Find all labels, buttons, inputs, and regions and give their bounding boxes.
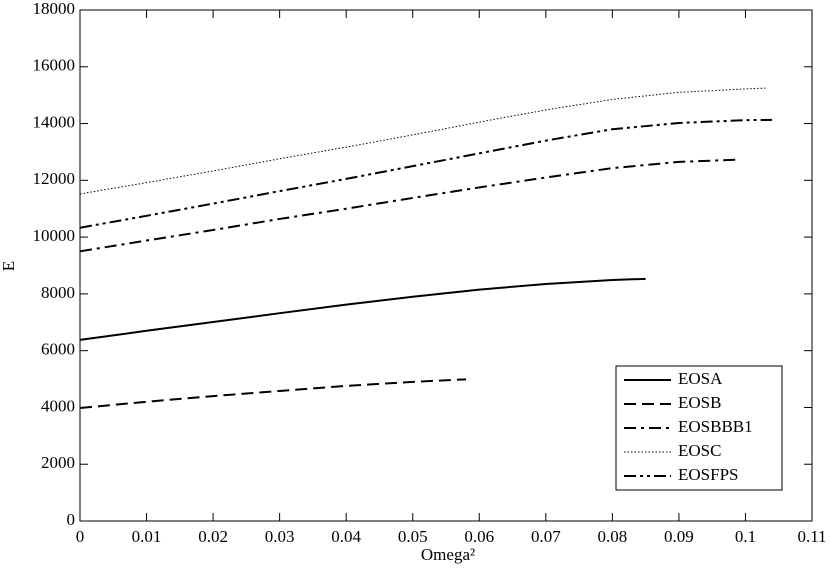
x-axis-label: Omega² xyxy=(421,545,475,564)
y-tick-label: 4000 xyxy=(41,396,75,415)
x-tick-label: 0.1 xyxy=(735,527,756,546)
legend-label: EOSBBB1 xyxy=(678,417,753,436)
x-tick-label: 0.02 xyxy=(198,527,228,546)
series-line xyxy=(79,118,773,229)
y-tick-label: 0 xyxy=(67,510,76,529)
x-tick-label: 0.11 xyxy=(797,527,826,546)
series-line xyxy=(79,158,739,253)
y-tick-label: 2000 xyxy=(41,453,75,472)
y-tick-label: 6000 xyxy=(41,340,75,359)
x-tick-label: 0.05 xyxy=(398,527,428,546)
series-line xyxy=(79,277,646,341)
legend-label: EOSC xyxy=(678,441,721,460)
legend-label: EOSFPS xyxy=(678,465,738,484)
y-tick-label: 14000 xyxy=(33,112,76,131)
x-tick-label: 0 xyxy=(76,527,85,546)
legend-label: EOSB xyxy=(678,393,721,412)
y-tick-label: 8000 xyxy=(41,283,75,302)
x-tick-label: 0.07 xyxy=(531,527,561,546)
y-tick-label: 12000 xyxy=(33,169,76,188)
legend-label: EOSA xyxy=(678,369,723,388)
x-tick-label: 0.09 xyxy=(664,527,694,546)
x-tick-label: 0.06 xyxy=(464,527,494,546)
x-tick-label: 0.08 xyxy=(597,527,627,546)
x-tick-label: 0.03 xyxy=(265,527,295,546)
y-tick-label: 16000 xyxy=(33,56,76,75)
series-line xyxy=(79,87,766,195)
series-line xyxy=(79,378,467,410)
x-tick-label: 0.04 xyxy=(331,527,361,546)
y-tick-label: 18000 xyxy=(33,0,76,18)
y-axis-label: E xyxy=(0,261,18,271)
x-tick-label: 0.01 xyxy=(132,527,162,546)
y-tick-label: 10000 xyxy=(33,226,76,245)
plot-frame xyxy=(79,9,813,522)
